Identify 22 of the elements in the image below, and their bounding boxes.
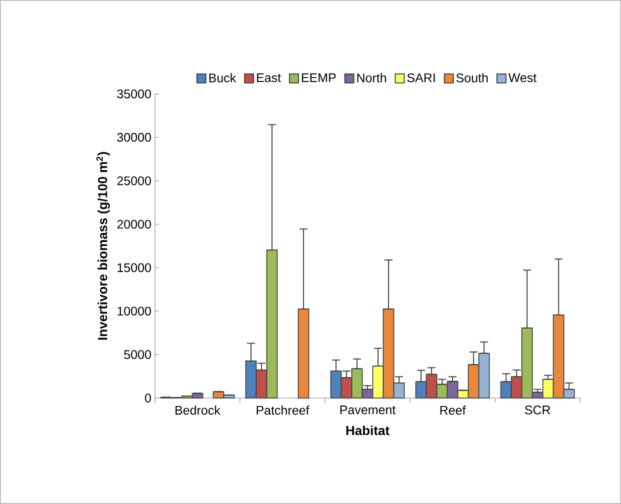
legend-label: West xyxy=(508,73,537,82)
x-tick-label: SCR xyxy=(524,406,550,414)
y-tick-label: 15000 xyxy=(118,263,151,272)
y-tick-label: 25000 xyxy=(117,176,151,186)
x-tick-label: Reef xyxy=(440,406,466,415)
legend-label: SARI xyxy=(407,73,435,82)
y-tick-label: 20000 xyxy=(117,220,151,229)
x-tick-label: Pavement xyxy=(340,406,396,414)
x-axis-title: Habitat xyxy=(346,426,390,436)
y-tick-label: 30000 xyxy=(117,132,151,142)
legend-label: North xyxy=(357,73,386,82)
legend-label: EEMP xyxy=(302,73,336,82)
y-tick-label: 35000 xyxy=(117,90,151,98)
y-tick-label: 10000 xyxy=(118,306,151,316)
legend-label: South xyxy=(456,73,488,82)
y-tick-label: 5000 xyxy=(124,350,151,360)
y-tick-label: 0 xyxy=(144,394,151,402)
x-tick-label: Bedrock xyxy=(176,406,220,415)
y-axis-title: Invertivore biomass (g/100 m$^{2}$) xyxy=(96,152,110,340)
legend-label: East xyxy=(257,73,281,82)
x-tick-label: Patchreef xyxy=(256,406,310,415)
legend-label: Buck xyxy=(209,73,236,82)
